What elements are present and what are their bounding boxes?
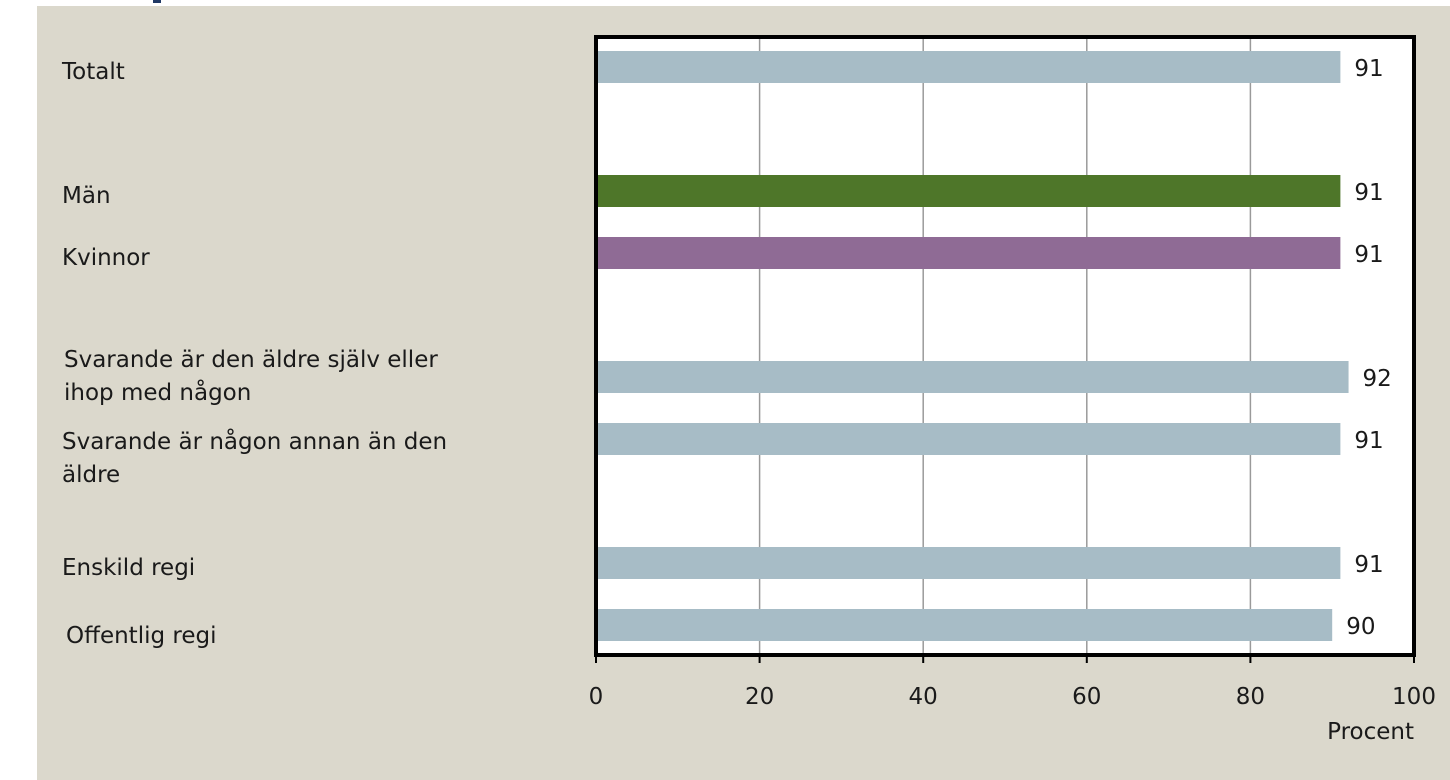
bar [596,51,1340,83]
bar-value-label: 91 [1354,180,1383,206]
category-label: Enskild regi [62,555,195,581]
bar-value-label: 90 [1346,614,1375,640]
category-label: Svarande är den äldre själv eller [64,347,438,373]
category-label: Svarande är någon annan än den [62,427,447,455]
x-axis-title: Procent [1327,719,1414,745]
bar-value-label: 91 [1354,242,1383,268]
x-tick-label: 60 [1072,684,1101,710]
category-label: äldre [62,462,120,488]
bar-value-label: 91 [1354,552,1383,578]
bar-value-label: 92 [1363,366,1392,392]
x-tick-label: 0 [589,684,604,710]
x-tick-label: 40 [909,684,938,710]
bar-value-label: 91 [1354,56,1383,82]
bar-value-label: 91 [1354,428,1383,454]
x-tick-label: 20 [745,684,774,710]
category-label: Totalt [61,59,125,85]
category-label: Män [62,183,111,209]
bar [596,609,1332,641]
x-tick-label: 100 [1392,684,1436,710]
bar [596,547,1340,579]
category-label: ihop med någon [64,378,251,406]
x-tick-label: 80 [1236,684,1265,710]
category-label: Offentlig regi [66,623,216,649]
bar [596,423,1340,455]
bar [596,175,1340,207]
bar [596,237,1340,269]
category-label: Kvinnor [62,245,150,271]
bar [596,361,1349,393]
